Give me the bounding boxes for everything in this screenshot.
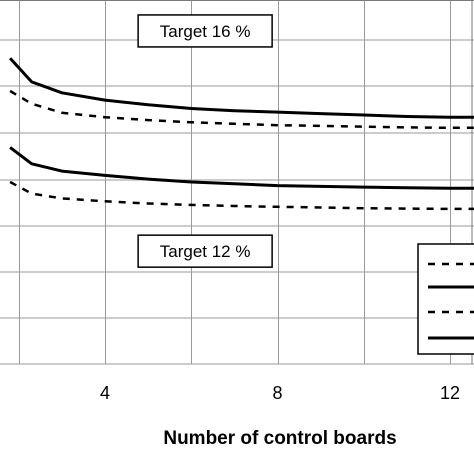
annotation-box-2 [137,234,273,268]
annotation-label-1: Target 16 % [160,22,251,41]
series-line-2 [9,89,474,130]
x-tick-label-8: 8 [272,383,282,403]
grid [0,0,474,365]
x-tick-label-12: 12 [440,383,460,403]
x-tick-label-4: 4 [100,383,110,403]
series-line-4 [9,180,474,211]
legend-box [417,243,474,355]
annotations: Target 16 % Target 12 % [137,14,273,268]
series-layer [8,57,474,211]
x-tick-labels: 4 8 12 [100,383,460,403]
series-line-3 [9,146,474,190]
series-line-1 [8,57,474,119]
x-axis-label: Number of control boards [163,428,396,449]
annotation-label-2: Target 12 % [160,242,251,261]
legend [417,243,474,355]
annotation-box-1 [137,14,273,48]
